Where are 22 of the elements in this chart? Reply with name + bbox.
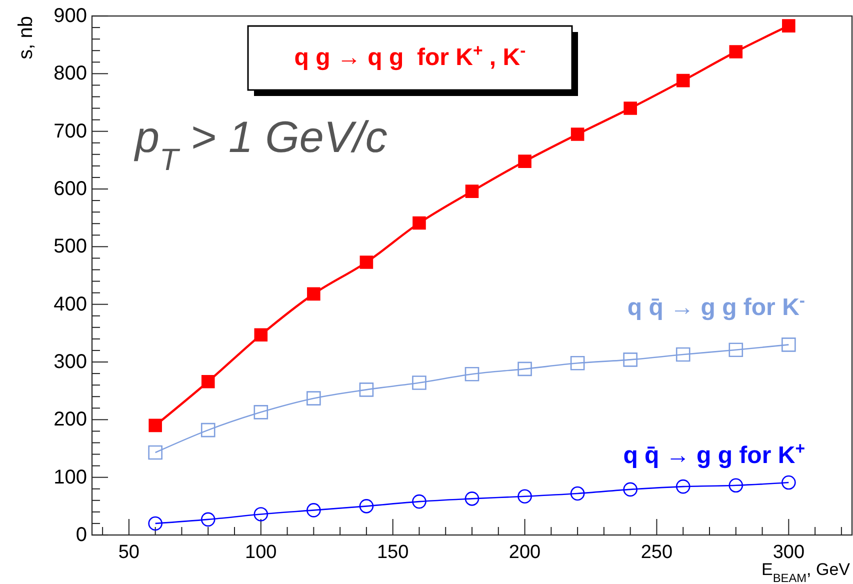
y-tick-label: 400 — [54, 293, 87, 316]
x-tick-label: 150 — [376, 542, 409, 563]
series-label: q q̄ → g g for K$^{+}$ — [623, 438, 806, 469]
x-tick-label: 300 — [772, 542, 805, 563]
series-label: q q̄ → g g for K$^{-}$ — [627, 290, 805, 321]
y-tick-label: 200 — [54, 408, 87, 431]
annotation: p$_{T}$ > 1 GeV/c — [133, 113, 388, 176]
x-tick-label: 200 — [508, 542, 541, 563]
x-axis-title: E$_{BEAM}$, GeV — [761, 560, 851, 584]
y-tick-label: 700 — [54, 120, 87, 142]
y-tick-label: 600 — [54, 178, 87, 200]
y-tick-label: 800 — [54, 62, 87, 85]
x-tick-label: 250 — [640, 542, 673, 563]
y-tick-label: 300 — [54, 351, 87, 373]
y-tick-label: 0 — [76, 524, 87, 546]
x-tick-label: 50 — [118, 542, 140, 563]
x-tick-label: 100 — [245, 542, 277, 563]
y-tick-label: 100 — [54, 466, 87, 488]
y-axis-title: s, nb — [15, 16, 37, 60]
text: q g → q g for K$^{+}$ , K$^{-}$ — [294, 40, 526, 71]
y-tick-label: 900 — [54, 5, 87, 27]
y-tick-label: 500 — [54, 236, 87, 258]
